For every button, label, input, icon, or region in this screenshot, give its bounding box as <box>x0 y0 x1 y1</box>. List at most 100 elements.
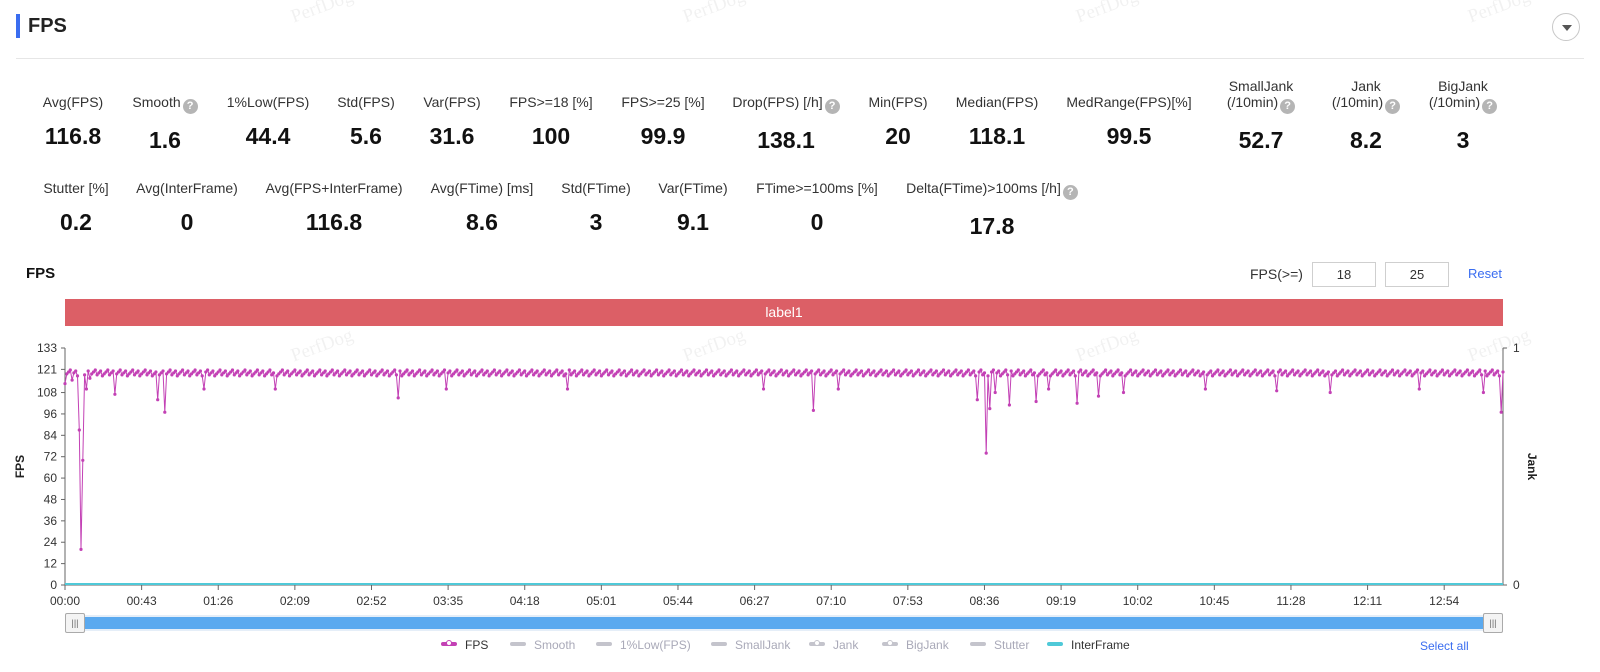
fps-data-point[interactable] <box>286 369 290 373</box>
fps-data-point[interactable] <box>84 387 88 391</box>
fps-data-point[interactable] <box>1471 369 1475 373</box>
fps-data-point[interactable] <box>660 369 664 373</box>
fps-data-point[interactable] <box>336 369 340 373</box>
fps-data-point[interactable] <box>1273 374 1277 378</box>
fps-data-point[interactable] <box>63 382 67 386</box>
fps-data-point[interactable] <box>480 368 484 372</box>
fps-data-point[interactable] <box>1296 369 1300 373</box>
fps-data-point[interactable] <box>1134 369 1138 373</box>
fps-data-point[interactable] <box>523 369 527 373</box>
fps-data-point[interactable] <box>1328 390 1332 395</box>
fps-data-point[interactable] <box>742 368 746 372</box>
fps-data-point[interactable] <box>1333 369 1338 373</box>
slider-right-handle-icon[interactable]: ||| <box>1483 613 1503 633</box>
fps-data-point[interactable] <box>1109 369 1113 373</box>
fps-data-point[interactable] <box>1501 370 1505 374</box>
fps-data-point[interactable] <box>997 369 1001 373</box>
fps-data-point[interactable] <box>1209 369 1213 373</box>
fps-data-point[interactable] <box>993 390 997 395</box>
fps-data-point[interactable] <box>909 369 914 373</box>
fps-data-point[interactable] <box>1054 368 1058 372</box>
fps-data-point[interactable] <box>505 368 509 372</box>
fps-data-point[interactable] <box>704 368 709 372</box>
fps-data-point[interactable] <box>186 369 190 373</box>
fps-data-point[interactable] <box>779 368 783 372</box>
fps-data-point[interactable] <box>1415 368 1420 372</box>
fps-data-point[interactable] <box>418 368 422 372</box>
fps-data-point[interactable] <box>1465 368 1469 372</box>
fps-data-point[interactable] <box>1446 369 1450 373</box>
fps-data-point[interactable] <box>567 368 571 372</box>
fps-data-point[interactable] <box>200 374 204 378</box>
fps-data-point[interactable] <box>598 369 602 373</box>
fps-data-point[interactable] <box>136 369 140 373</box>
fps-data-point[interactable] <box>564 372 568 376</box>
fps-data-point[interactable] <box>580 368 584 372</box>
fps-data-point[interactable] <box>248 369 252 373</box>
fps-data-point[interactable] <box>892 368 896 372</box>
fps-data-point[interactable] <box>1353 368 1357 372</box>
fps-data-point[interactable] <box>230 368 235 372</box>
fps-threshold-low-input[interactable] <box>1312 262 1376 287</box>
fps-data-point[interactable] <box>1072 369 1076 373</box>
time-range-slider[interactable]: ||| ||| <box>65 613 1503 633</box>
fps-data-point[interactable] <box>1159 369 1163 373</box>
fps-data-point[interactable] <box>548 369 552 373</box>
fps-data-point[interactable] <box>261 369 265 373</box>
fps-data-point[interactable] <box>398 369 402 373</box>
fps-data-point[interactable] <box>1321 369 1325 373</box>
fps-data-point[interactable] <box>1271 369 1275 373</box>
fps-data-point[interactable] <box>897 369 901 373</box>
reset-link[interactable]: Reset <box>1468 266 1502 281</box>
fps-data-point[interactable] <box>1309 369 1313 373</box>
fps-data-point[interactable] <box>988 407 992 411</box>
fps-data-point[interactable] <box>1171 369 1175 373</box>
fps-data-point[interactable] <box>1275 389 1279 393</box>
fps-data-point[interactable] <box>1278 368 1282 372</box>
fps-data-point[interactable] <box>163 410 167 414</box>
fps-data-point[interactable] <box>271 371 276 375</box>
fps-data-point[interactable] <box>1326 370 1330 374</box>
fps-data-point[interactable] <box>236 369 240 373</box>
fps-data-point[interactable] <box>1079 368 1083 372</box>
fps-data-point[interactable] <box>492 368 496 372</box>
fps-data-point[interactable] <box>1316 368 1320 372</box>
fps-data-point[interactable] <box>83 373 87 377</box>
fps-data-point[interactable] <box>1241 368 1245 372</box>
help-icon[interactable]: ? <box>1062 185 1078 200</box>
fps-data-point[interactable] <box>460 369 464 373</box>
fps-data-point[interactable] <box>1490 368 1494 372</box>
fps-data-point[interactable] <box>941 368 946 372</box>
fps-data-point[interactable] <box>1480 373 1484 377</box>
fps-data-point[interactable] <box>959 369 963 373</box>
fps-data-point[interactable] <box>884 369 889 373</box>
fps-data-point[interactable] <box>1066 368 1070 372</box>
fps-data-point[interactable] <box>70 378 74 382</box>
fps-data-point[interactable] <box>355 368 359 372</box>
fps-data-point[interactable] <box>1116 368 1120 372</box>
fps-data-point[interactable] <box>311 369 315 373</box>
fps-data-point[interactable] <box>760 369 764 373</box>
fps-data-point[interactable] <box>785 369 789 373</box>
legend-item-bigjank[interactable]: BigJank <box>882 638 949 652</box>
fps-data-point[interactable] <box>1178 368 1183 372</box>
fps-data-point[interactable] <box>435 369 439 373</box>
legend-item-interframe[interactable]: InterFrame <box>1047 638 1130 652</box>
fps-data-point[interactable] <box>323 369 327 373</box>
help-icon[interactable]: ? <box>1482 99 1498 114</box>
fps-data-point[interactable] <box>118 368 122 372</box>
fps-data-point[interactable] <box>859 369 864 373</box>
fps-data-point[interactable] <box>1259 369 1263 373</box>
fps-data-point[interactable] <box>1478 368 1482 372</box>
fps-data-point[interactable] <box>154 370 158 374</box>
fps-data-point[interactable] <box>605 368 609 372</box>
fps-data-point[interactable] <box>1253 368 1257 372</box>
fps-data-point[interactable] <box>1191 368 1195 372</box>
fps-data-point[interactable] <box>156 398 160 402</box>
fps-data-point[interactable] <box>767 368 771 372</box>
fps-data-point[interactable] <box>1034 399 1038 404</box>
fps-data-point[interactable] <box>754 368 759 372</box>
fps-data-point[interactable] <box>410 369 415 373</box>
fps-data-point[interactable] <box>442 368 447 372</box>
fps-data-point[interactable] <box>555 368 559 372</box>
